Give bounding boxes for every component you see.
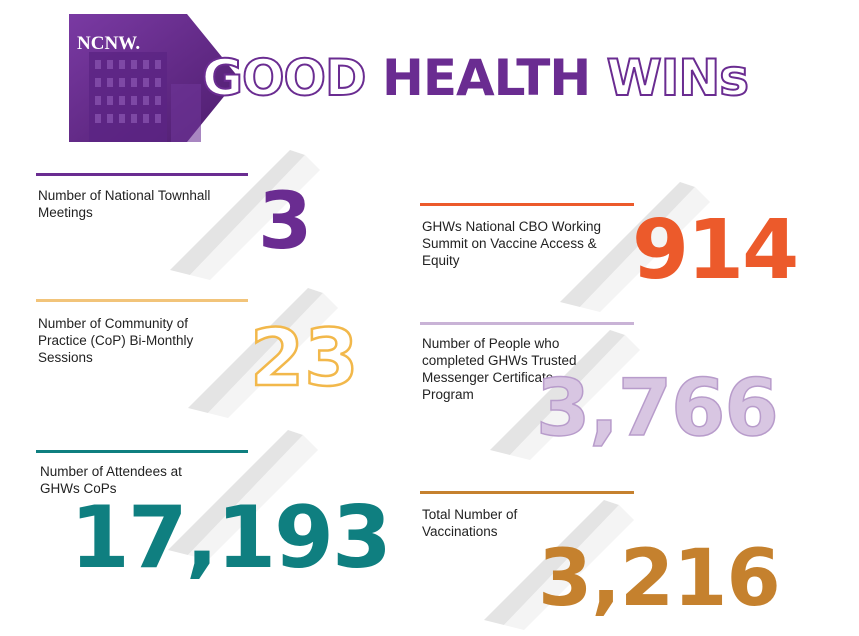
- townhall-label: Number of National Townhall Meetings: [38, 188, 211, 220]
- townhall-rule: [36, 173, 248, 176]
- townhall-value: 3: [258, 177, 313, 267]
- attendees-value: 17,193: [70, 488, 392, 588]
- attendees-label: Number of Attendees at GHWs CoPs: [40, 464, 182, 496]
- cbo-summit-value: 914: [632, 203, 799, 298]
- cbo-summit-label: GHWs National CBO Working Summit on Vacc…: [422, 219, 602, 268]
- attendees-rule: [36, 450, 248, 453]
- vaccinations-rule: [420, 491, 634, 494]
- certificate-rule: [420, 322, 634, 325]
- cop-sessions-value: 23: [249, 314, 360, 404]
- header-banner-photo: [69, 14, 239, 142]
- title-word-health: HEALTH: [381, 49, 591, 107]
- vaccinations-value: 3,216: [538, 534, 781, 624]
- cop-sessions-label: Number of Community of Practice (CoP) Bi…: [38, 316, 194, 365]
- cbo-summit-rule: [420, 203, 634, 206]
- page-title: GOOD HEALTH WINs: [201, 48, 750, 108]
- vaccinations-label: Total Number of Vaccinations: [422, 507, 518, 539]
- certificate-label: Number of People who completed GHWs Trus…: [422, 336, 577, 402]
- ncnw-logo: NCNW.: [77, 33, 141, 54]
- cop-sessions-rule: [36, 299, 248, 302]
- certificate-value: 3,766: [535, 364, 779, 454]
- title-word-good: GOOD: [201, 48, 368, 108]
- title-word-wins: WINs: [606, 48, 750, 108]
